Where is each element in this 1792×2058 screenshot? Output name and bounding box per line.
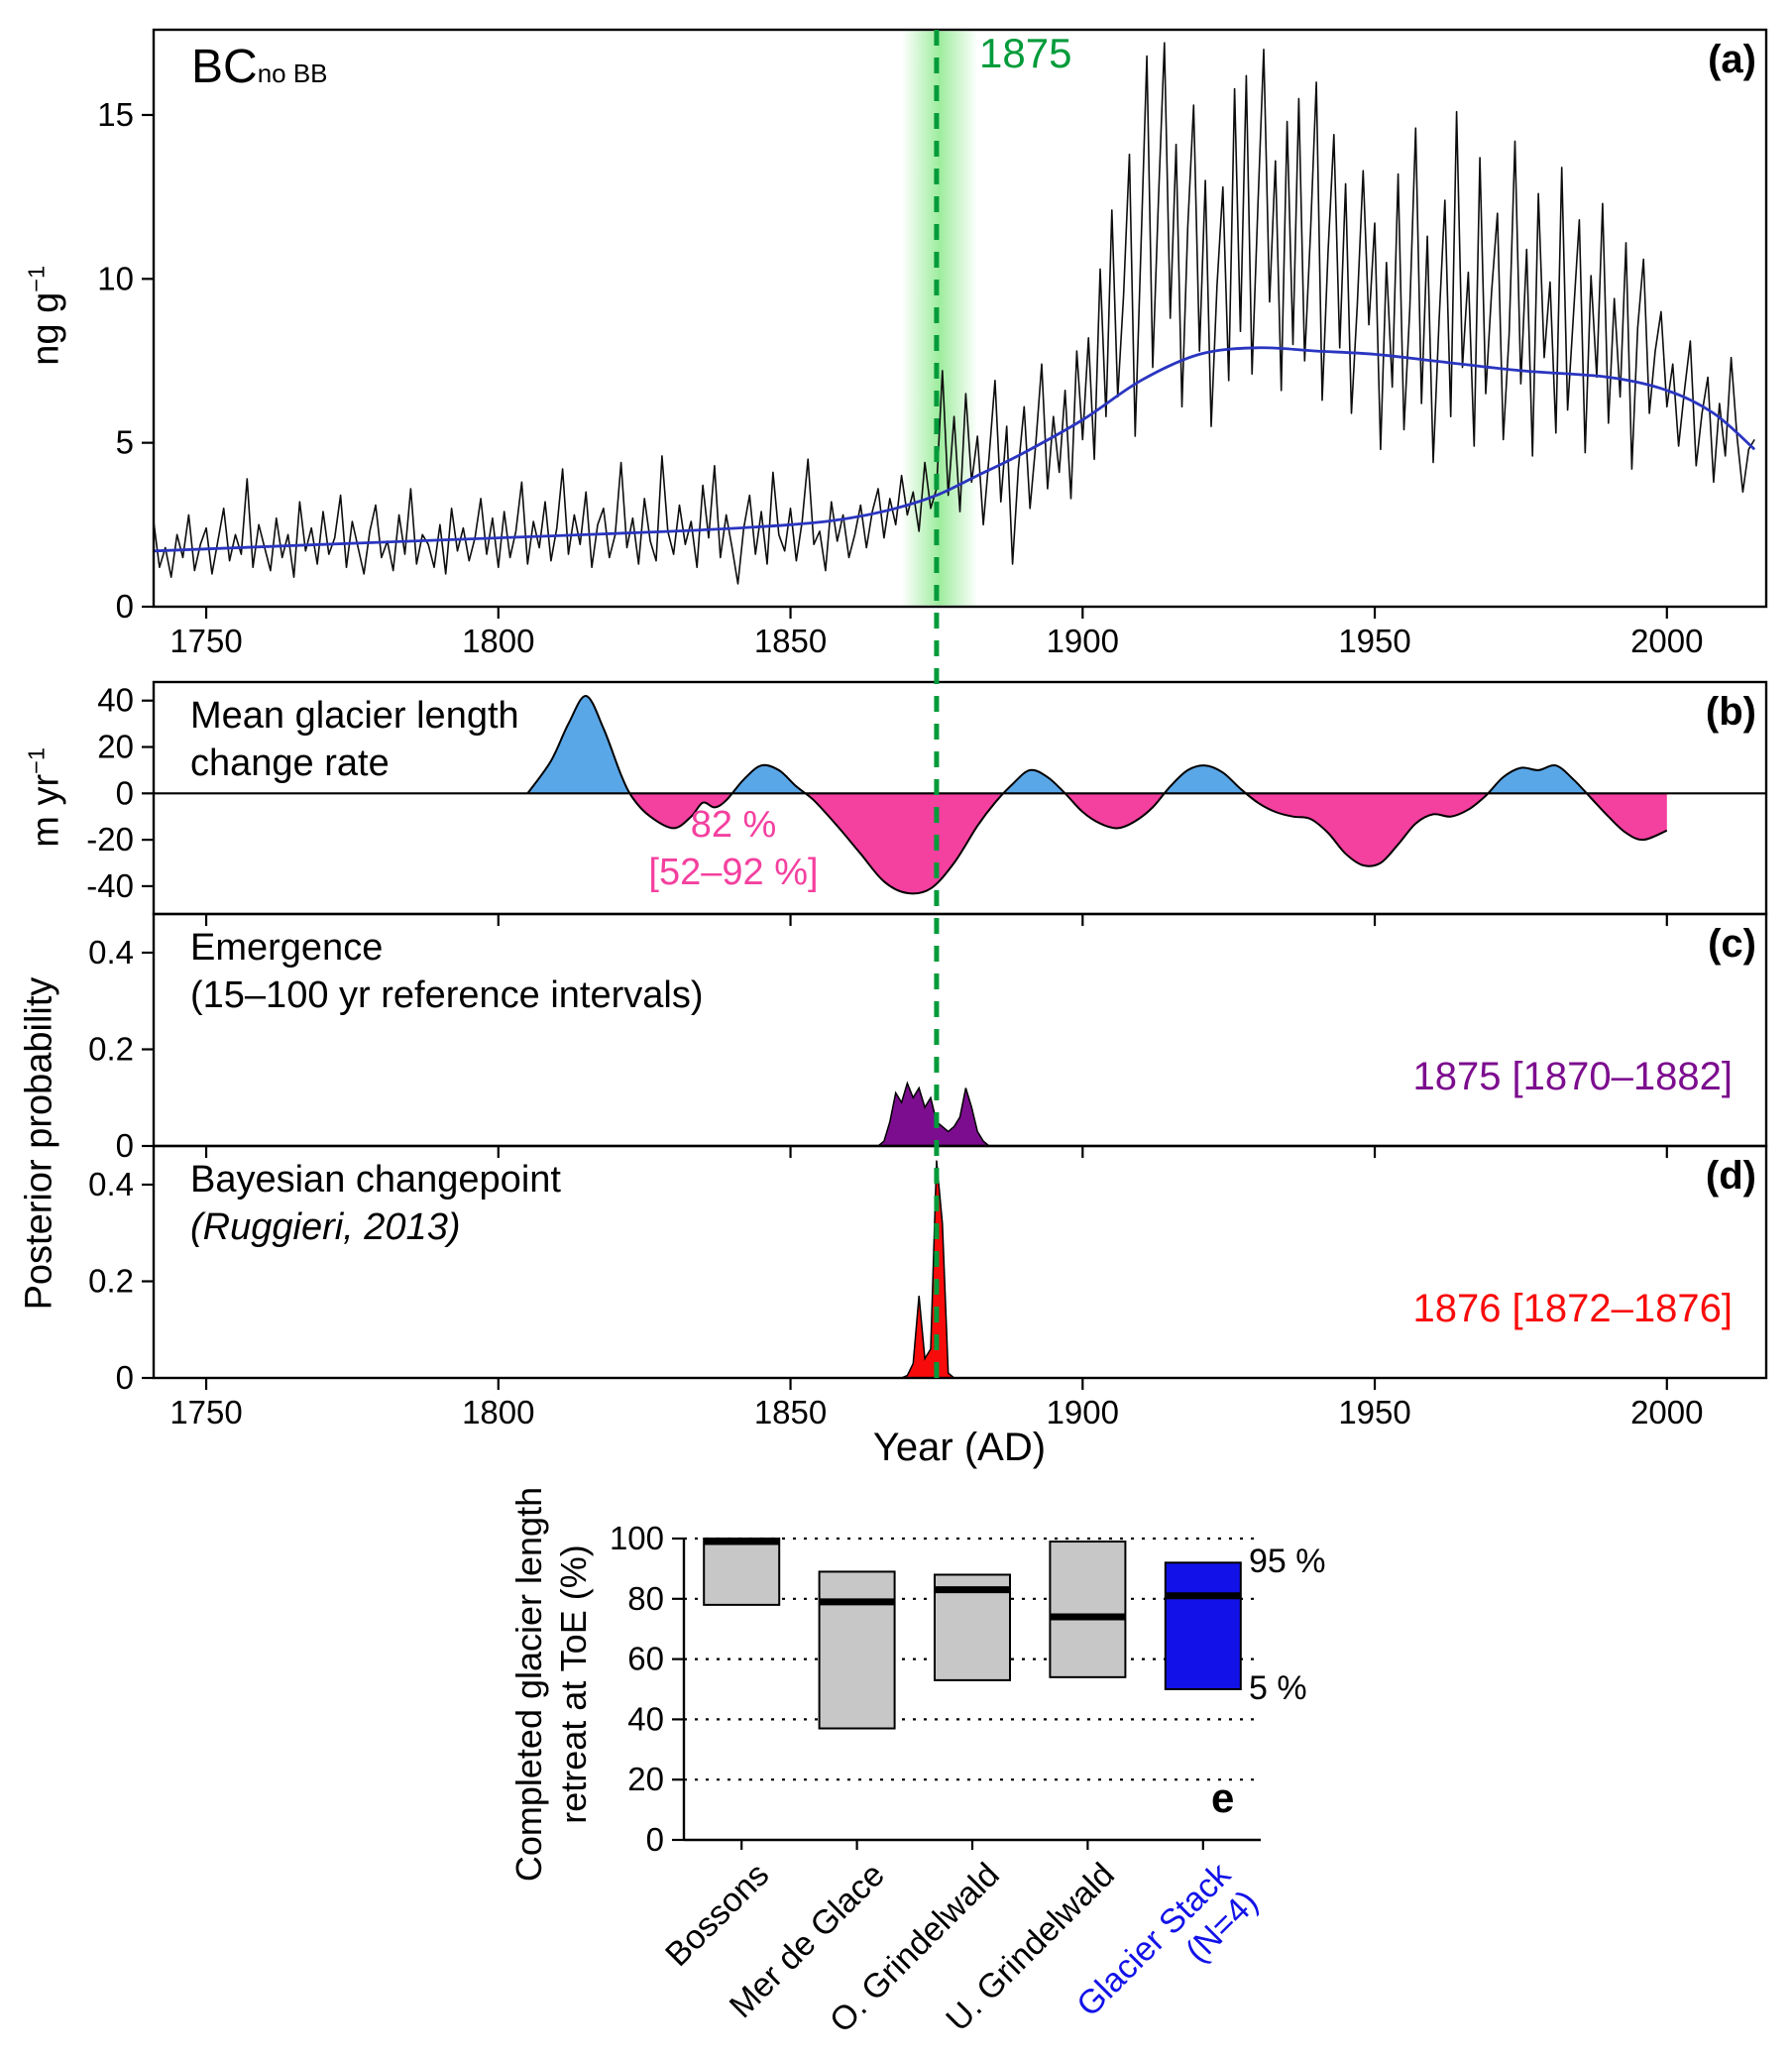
svg-text:0: 0 [116, 774, 134, 811]
svg-text:-40: -40 [86, 867, 134, 904]
svg-text:5: 5 [116, 424, 134, 461]
svg-text:0: 0 [116, 1127, 134, 1164]
pct-5-label: 5 % [1249, 1669, 1307, 1707]
x-axis-label: Year (AD) [872, 1426, 1047, 1469]
svg-text:0.2: 0.2 [88, 1263, 134, 1300]
panel-b-ylabel: m yr−1 [23, 746, 67, 848]
svg-text:1900: 1900 [1047, 623, 1119, 659]
panel-b-annotation: 82 % [52–92 %] [648, 804, 819, 893]
panel-a-title: BCno BB [191, 40, 328, 94]
svg-text:1900: 1900 [1047, 1394, 1119, 1430]
svg-text:1750: 1750 [169, 623, 242, 659]
bc-subscript: no BB [257, 58, 328, 88]
svg-text:1800: 1800 [462, 623, 534, 659]
svg-text:0.2: 0.2 [88, 1031, 134, 1068]
panel-c-letter: (c) [1708, 922, 1756, 966]
bc-label: BC [191, 41, 258, 93]
posterior-probability-ylabel: Posterior probability [18, 976, 60, 1311]
panel-c-annotation: 1875 [1870–1882] [1412, 1055, 1733, 1098]
svg-text:100: 100 [610, 1520, 664, 1556]
svg-text:1750: 1750 [169, 1394, 242, 1430]
svg-text:1950: 1950 [1338, 623, 1410, 659]
svg-text:40: 40 [97, 682, 134, 719]
svg-text:1850: 1850 [754, 623, 827, 659]
svg-text:1950: 1950 [1338, 1394, 1410, 1430]
svg-text:1800: 1800 [462, 1394, 534, 1430]
svg-text:0: 0 [116, 588, 134, 625]
svg-text:1850: 1850 [754, 1394, 827, 1430]
pct-95-label: 95 % [1249, 1543, 1326, 1580]
panel-e-ylabel: Completed glacier length retreat at ToE … [508, 1486, 594, 1883]
panel-d-annotation: 1876 [1872–1876] [1412, 1287, 1733, 1330]
panel-b-title: Mean glacier length change rate [190, 695, 519, 784]
svg-text:2000: 2000 [1630, 623, 1703, 659]
svg-text:40: 40 [627, 1700, 664, 1737]
svg-text:0: 0 [646, 1821, 664, 1858]
svg-text:80: 80 [627, 1580, 664, 1617]
svg-text:15: 15 [97, 96, 134, 133]
svg-text:0: 0 [116, 1359, 134, 1396]
svg-text:0.4: 0.4 [88, 1166, 134, 1202]
panel-c-title: Emergence (15–100 yr reference intervals… [190, 927, 704, 1016]
svg-text:20: 20 [627, 1761, 664, 1797]
svg-text:20: 20 [97, 729, 134, 765]
svg-text:60: 60 [627, 1641, 664, 1677]
panel-a-ylabel: ng g−1 [23, 265, 67, 366]
svg-text:0.4: 0.4 [88, 934, 134, 971]
svg-text:10: 10 [97, 260, 134, 296]
panel-e-letter: e [1211, 1774, 1235, 1821]
svg-text:2000: 2000 [1630, 1394, 1703, 1430]
panel-b-letter: (b) [1705, 690, 1756, 734]
panel-d-title: Bayesian changepoint (Ruggieri, 2013) [190, 1159, 561, 1248]
event-year-label: 1875 [979, 30, 1072, 76]
panel-a-letter: (a) [1708, 38, 1756, 81]
panel-d-letter: (d) [1705, 1154, 1756, 1198]
svg-text:-20: -20 [86, 821, 134, 858]
